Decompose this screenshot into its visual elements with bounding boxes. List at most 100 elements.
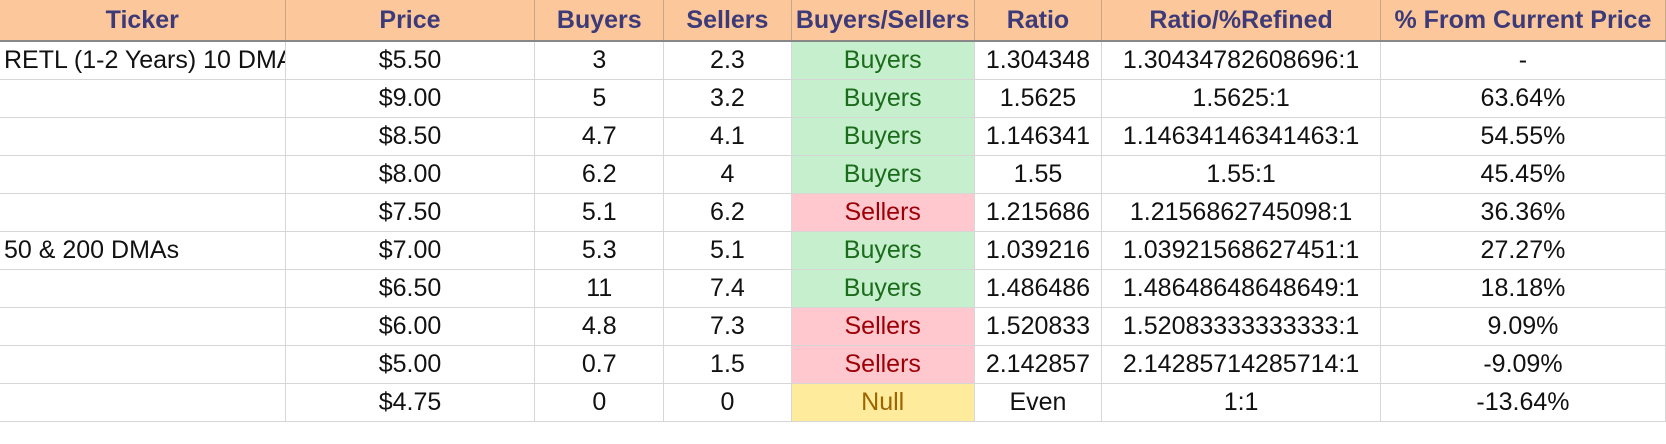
cell-buyers: 5.1 xyxy=(534,193,665,232)
cell-ticker xyxy=(0,307,286,346)
table-row: $8.50 4.7 4.1 Buyers 1.146341 1.14634146… xyxy=(0,117,1666,156)
cell-buyers: 5.3 xyxy=(534,231,665,270)
cell-ratio-refined: 1.14634146341463:1 xyxy=(1101,117,1381,156)
header-ticker: Ticker xyxy=(0,0,286,42)
cell-sellers: 7.3 xyxy=(663,307,792,346)
cell-price: $6.00 xyxy=(285,307,536,346)
cell-buyers: 0.7 xyxy=(534,345,665,384)
cell-ticker xyxy=(0,269,286,308)
table-row: $5.00 0.7 1.5 Sellers 2.142857 2.1428571… xyxy=(0,345,1666,384)
cell-buyers: 3 xyxy=(534,41,665,80)
cell-ratio: 1.039216 xyxy=(974,231,1103,270)
header-buyers: Buyers xyxy=(534,0,665,42)
cell-buyers-sellers: Sellers xyxy=(791,307,975,346)
cell-price: $9.00 xyxy=(285,79,536,118)
cell-pct-from-current: 54.55% xyxy=(1380,117,1666,156)
cell-buyers-sellers: Null xyxy=(791,383,975,422)
cell-ticker xyxy=(0,79,286,118)
cell-pct-from-current: 36.36% xyxy=(1380,193,1666,232)
cell-ratio: Even xyxy=(974,383,1103,422)
cell-buyers-sellers: Buyers xyxy=(791,155,975,194)
header-sellers: Sellers xyxy=(663,0,792,42)
cell-sellers: 4.1 xyxy=(663,117,792,156)
cell-buyers-sellers: Buyers xyxy=(791,117,975,156)
header-pct-from-current: % From Current Price xyxy=(1380,0,1666,42)
cell-price: $5.50 xyxy=(285,41,536,80)
cell-ratio-refined: 1:1 xyxy=(1101,383,1381,422)
table-row: 50 & 200 DMAs $7.00 5.3 5.1 Buyers 1.039… xyxy=(0,231,1666,270)
cell-pct-from-current: 27.27% xyxy=(1380,231,1666,270)
cell-sellers: 4 xyxy=(663,155,792,194)
cell-ratio: 1.146341 xyxy=(974,117,1103,156)
cell-ticker xyxy=(0,117,286,156)
cell-ratio: 1.215686 xyxy=(974,193,1103,232)
cell-sellers: 7.4 xyxy=(663,269,792,308)
cell-price: $8.00 xyxy=(285,155,536,194)
table-row: $7.50 5.1 6.2 Sellers 1.215686 1.2156862… xyxy=(0,193,1666,232)
cell-sellers: 2.3 xyxy=(663,41,792,80)
cell-buyers: 4.7 xyxy=(534,117,665,156)
price-level-table: Ticker Price Buyers Sellers Buyers/Selle… xyxy=(0,0,1666,422)
table-row: RETL (1-2 Years) 10 DMA $5.50 3 2.3 Buye… xyxy=(0,41,1666,80)
cell-sellers: 1.5 xyxy=(663,345,792,384)
cell-buyers-sellers: Sellers xyxy=(791,193,975,232)
cell-pct-from-current: - xyxy=(1380,41,1666,80)
cell-ratio: 2.142857 xyxy=(974,345,1103,384)
cell-ratio: 1.486486 xyxy=(974,269,1103,308)
cell-buyers-sellers: Buyers xyxy=(791,231,975,270)
table-row: $6.00 4.8 7.3 Sellers 1.520833 1.5208333… xyxy=(0,307,1666,346)
cell-price: $7.50 xyxy=(285,193,536,232)
cell-sellers: 6.2 xyxy=(663,193,792,232)
cell-price: $6.50 xyxy=(285,269,536,308)
cell-ticker: RETL (1-2 Years) 10 DMA xyxy=(0,41,286,80)
cell-sellers: 0 xyxy=(663,383,792,422)
header-ratio-refined: Ratio/%Refined xyxy=(1101,0,1381,42)
cell-sellers: 3.2 xyxy=(663,79,792,118)
cell-pct-from-current: 45.45% xyxy=(1380,155,1666,194)
cell-ticker xyxy=(0,383,286,422)
cell-ratio-refined: 1.52083333333333:1 xyxy=(1101,307,1381,346)
cell-price: $7.00 xyxy=(285,231,536,270)
header-price: Price xyxy=(285,0,536,42)
cell-ratio: 1.304348 xyxy=(974,41,1103,80)
header-row: Ticker Price Buyers Sellers Buyers/Selle… xyxy=(0,0,1666,42)
cell-pct-from-current: -13.64% xyxy=(1380,383,1666,422)
cell-ratio-refined: 1.03921568627451:1 xyxy=(1101,231,1381,270)
cell-ticker xyxy=(0,345,286,384)
cell-ratio-refined: 1.48648648648649:1 xyxy=(1101,269,1381,308)
cell-buyers: 11 xyxy=(534,269,665,308)
cell-ratio-refined: 2.14285714285714:1 xyxy=(1101,345,1381,384)
cell-ratio-refined: 1.5625:1 xyxy=(1101,79,1381,118)
cell-ratio-refined: 1.30434782608696:1 xyxy=(1101,41,1381,80)
cell-ratio-refined: 1.55:1 xyxy=(1101,155,1381,194)
cell-ticker: 50 & 200 DMAs xyxy=(0,231,286,270)
cell-ticker xyxy=(0,155,286,194)
table-row: $4.75 0 0 Null Even 1:1 -13.64% xyxy=(0,383,1666,422)
cell-pct-from-current: 18.18% xyxy=(1380,269,1666,308)
cell-buyers: 4.8 xyxy=(534,307,665,346)
cell-price: $4.75 xyxy=(285,383,536,422)
cell-ratio: 1.520833 xyxy=(974,307,1103,346)
cell-buyers-sellers: Buyers xyxy=(791,269,975,308)
cell-buyers: 5 xyxy=(534,79,665,118)
cell-pct-from-current: -9.09% xyxy=(1380,345,1666,384)
table-row: $8.00 6.2 4 Buyers 1.55 1.55:1 45.45% xyxy=(0,155,1666,194)
cell-buyers-sellers: Sellers xyxy=(791,345,975,384)
cell-sellers: 5.1 xyxy=(663,231,792,270)
cell-ratio-refined: 1.2156862745098:1 xyxy=(1101,193,1381,232)
cell-ratio: 1.55 xyxy=(974,155,1103,194)
cell-pct-from-current: 9.09% xyxy=(1380,307,1666,346)
cell-ticker xyxy=(0,193,286,232)
cell-buyers-sellers: Buyers xyxy=(791,41,975,80)
header-ratio: Ratio xyxy=(974,0,1103,42)
cell-ratio: 1.5625 xyxy=(974,79,1103,118)
cell-pct-from-current: 63.64% xyxy=(1380,79,1666,118)
cell-price: $5.00 xyxy=(285,345,536,384)
table-row: $9.00 5 3.2 Buyers 1.5625 1.5625:1 63.64… xyxy=(0,79,1666,118)
cell-buyers: 0 xyxy=(534,383,665,422)
cell-price: $8.50 xyxy=(285,117,536,156)
cell-buyers: 6.2 xyxy=(534,155,665,194)
header-buyers-sellers: Buyers/Sellers xyxy=(791,0,975,42)
table-row: $6.50 11 7.4 Buyers 1.486486 1.486486486… xyxy=(0,269,1666,308)
cell-buyers-sellers: Buyers xyxy=(791,79,975,118)
